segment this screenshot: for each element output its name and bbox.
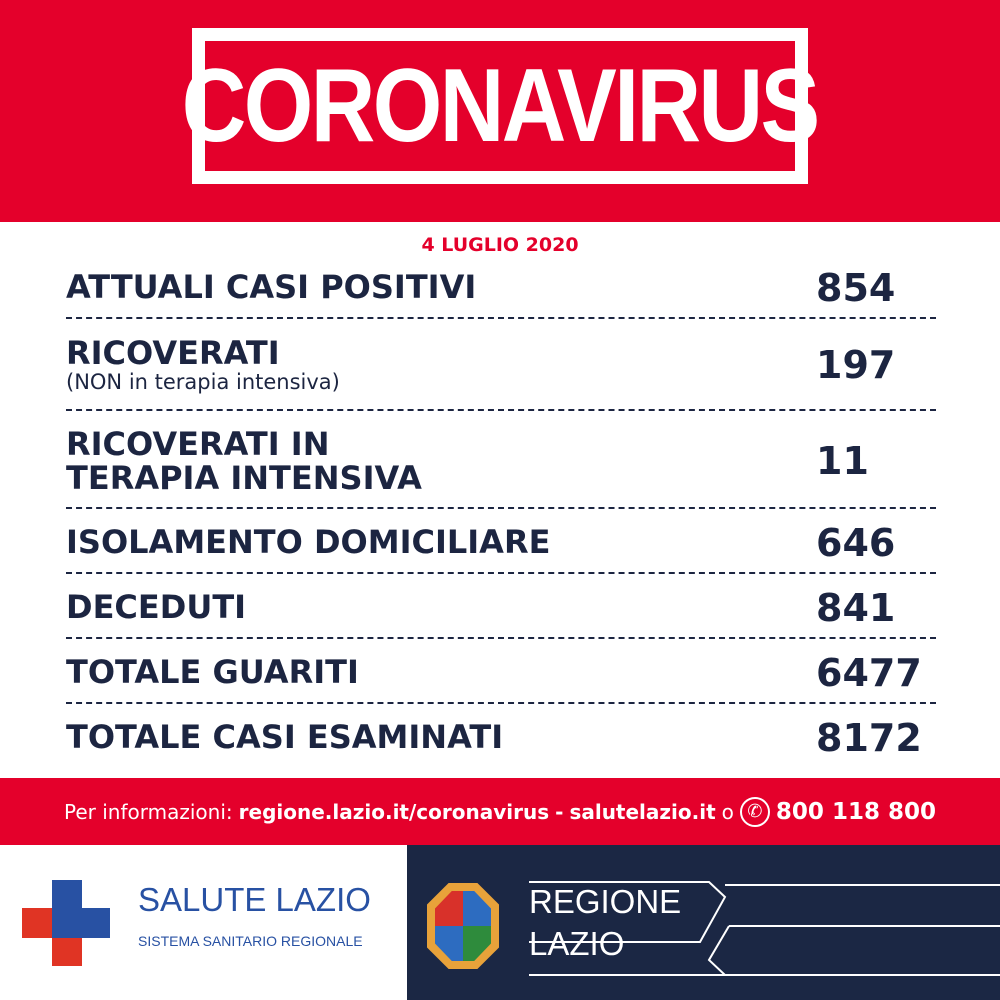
salute-title: SALUTE LAZIO xyxy=(138,881,371,918)
info-separator: - xyxy=(555,799,564,824)
stat-label-line2: TERAPIA INTENSIVA xyxy=(66,459,422,497)
stat-row: RICOVERATI IN TERAPIA INTENSIVA 11 xyxy=(66,411,936,509)
stat-value: 197 xyxy=(816,343,896,387)
stat-label: RICOVERATI IN xyxy=(66,425,330,463)
header-banner: CORONAVIRUS xyxy=(0,0,1000,222)
stat-row: RICOVERATI (NON in terapia intensiva) 197 xyxy=(66,319,936,411)
stat-label: ATTUALI CASI POSITIVI xyxy=(66,268,477,306)
decorative-lines xyxy=(529,881,1000,976)
stat-value: 841 xyxy=(816,586,896,630)
stat-value: 8172 xyxy=(816,716,922,760)
stat-label: TOTALE CASI ESAMINATI xyxy=(66,718,504,756)
date: 4 LUGLIO 2020 xyxy=(421,234,579,256)
stat-row: TOTALE CASI ESAMINATI 8172 xyxy=(66,704,936,769)
stat-row: DECEDUTI 841 xyxy=(66,574,936,639)
info-prefix: Per informazioni: xyxy=(64,799,233,824)
info-or: o xyxy=(721,799,734,824)
stat-label: ISOLAMENTO DOMICILIARE xyxy=(66,523,551,561)
stat-sublabel: (NON in terapia intensiva) xyxy=(66,370,340,394)
stat-value: 6477 xyxy=(816,651,922,695)
lazio-text: LAZIO xyxy=(529,925,625,962)
regione-text: REGIONE xyxy=(529,883,682,920)
page-title: CORONAVIRUS xyxy=(182,47,820,164)
stat-label: DECEDUTI xyxy=(66,588,247,626)
regione-link[interactable]: regione.lazio.it/coronavirus xyxy=(238,799,550,824)
crest-icon xyxy=(427,883,499,969)
stat-label: RICOVERATI xyxy=(66,334,280,372)
phone-icon: ✆ xyxy=(739,796,770,827)
title-frame: CORONAVIRUS xyxy=(182,28,820,184)
stat-row: ISOLAMENTO DOMICILIARE 646 xyxy=(66,509,936,574)
salute-lazio-logo: SALUTE LAZIO SISTEMA SANITARIO REGIONALE xyxy=(0,845,407,1000)
stat-value: 646 xyxy=(816,521,896,565)
stat-label: TOTALE GUARITI xyxy=(66,653,359,691)
stat-row: ATTUALI CASI POSITIVI 854 xyxy=(66,260,936,319)
stat-value: 854 xyxy=(816,266,896,310)
info-bar: Per informazioni: regione.lazio.it/coron… xyxy=(0,778,1000,845)
stat-value: 11 xyxy=(816,439,869,483)
salute-link[interactable]: salutelazio.it xyxy=(569,799,716,824)
salute-subtitle: SISTEMA SANITARIO REGIONALE xyxy=(138,933,363,949)
phone-number[interactable]: 800 118 800 xyxy=(775,798,936,825)
regione-lazio-logo: REGIONE LAZIO xyxy=(407,845,1000,1000)
stat-row: TOTALE GUARITI 6477 xyxy=(66,639,936,704)
